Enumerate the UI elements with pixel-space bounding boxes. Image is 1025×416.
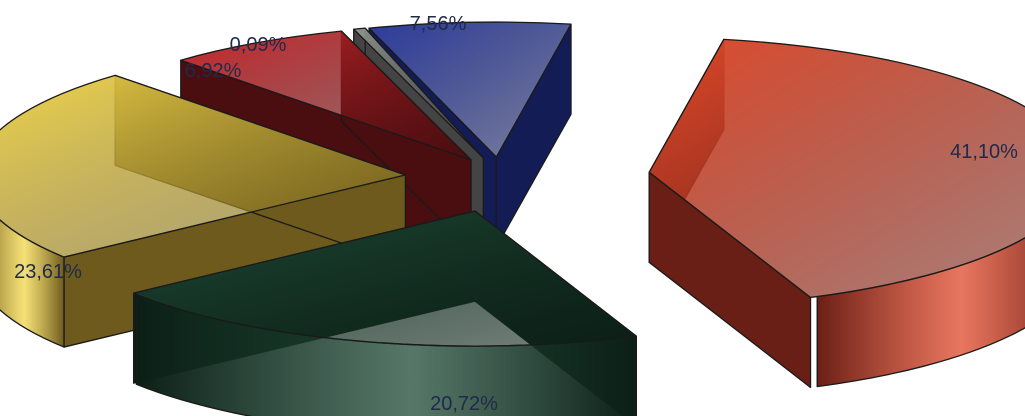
slice-top-face (132, 210, 638, 347)
labels-layer: 41,10% 20,72% 23,61% 6,92% 0,09% 7,56% (14, 13, 1018, 415)
slices-layer (0, 21, 1025, 416)
slice-top-face (0, 74, 407, 258)
slice-data-label: 20,72% (430, 393, 498, 415)
slice-top-face (648, 38, 1025, 299)
pie-slice (132, 210, 638, 416)
slice-top-face (368, 21, 572, 158)
slice-data-label: 6,92% (185, 60, 242, 82)
pie-slice (648, 38, 1025, 389)
slice-top-face (180, 30, 472, 161)
slice-data-label: 41,10% (950, 141, 1018, 163)
slice-data-label: 0,09% (230, 34, 287, 56)
slice-outer-wall (816, 237, 1025, 388)
slice-data-label: 7,56% (410, 13, 467, 35)
slice-data-label: 23,61% (14, 261, 82, 283)
slice-top-face (353, 27, 484, 159)
